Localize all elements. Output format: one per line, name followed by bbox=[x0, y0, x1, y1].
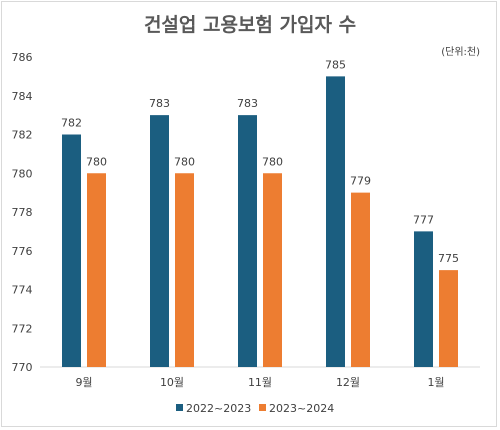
legend-label: 2022~2023 bbox=[186, 402, 251, 415]
bar-1-9월 bbox=[62, 134, 81, 367]
y-tick-label: 770 bbox=[12, 361, 33, 374]
data-label: 777 bbox=[413, 213, 434, 226]
bars-group: 782 780 783 780 783 780 785 779 777 775 bbox=[61, 58, 459, 367]
legend-swatch bbox=[259, 404, 266, 411]
bar-2-9월 bbox=[87, 173, 106, 367]
y-tick-label: 772 bbox=[12, 322, 33, 335]
bar-1-10월 bbox=[150, 115, 169, 367]
data-label: 780 bbox=[86, 155, 107, 168]
data-label: 783 bbox=[237, 97, 258, 110]
data-label: 779 bbox=[350, 175, 371, 188]
y-tick-label: 778 bbox=[12, 206, 33, 219]
legend-label: 2023~2024 bbox=[269, 402, 334, 415]
x-category-label: 11월 bbox=[248, 376, 272, 389]
x-category-label: 9월 bbox=[75, 376, 92, 389]
x-category-label: 12월 bbox=[336, 376, 360, 389]
data-label: 785 bbox=[325, 58, 346, 71]
bar-2-10월 bbox=[175, 173, 194, 367]
x-category-label: 1월 bbox=[427, 376, 444, 389]
bar-2-11월 bbox=[263, 173, 282, 367]
data-label: 782 bbox=[61, 117, 82, 130]
bar-2-12월 bbox=[351, 192, 370, 367]
bar-1-1월 bbox=[414, 231, 433, 367]
data-label: 780 bbox=[174, 155, 195, 168]
data-label: 783 bbox=[149, 97, 170, 110]
y-tick-label: 786 bbox=[12, 51, 33, 64]
bar-1-12월 bbox=[326, 76, 345, 367]
x-category-label: 10월 bbox=[160, 376, 184, 389]
y-tick-label: 776 bbox=[12, 245, 33, 258]
y-tick-label: 780 bbox=[12, 167, 33, 180]
unit-note: (단위:천) bbox=[441, 45, 480, 58]
x-axis: 9월 10월 11월 12월 1월 bbox=[75, 376, 444, 389]
y-axis: 770 772 774 776 778 780 782 784 786 bbox=[12, 51, 33, 374]
data-label: 775 bbox=[438, 252, 459, 265]
chart-title: 건설업 고용보험 가입자 수 bbox=[144, 14, 356, 36]
legend: 2022~2023 2023~2024 bbox=[176, 402, 334, 415]
y-tick-label: 774 bbox=[12, 284, 33, 297]
y-tick-label: 782 bbox=[12, 129, 33, 142]
y-tick-label: 784 bbox=[12, 90, 33, 103]
data-label: 780 bbox=[262, 155, 283, 168]
bar-1-11월 bbox=[238, 115, 257, 367]
legend-swatch bbox=[176, 404, 183, 411]
bar-2-1월 bbox=[439, 270, 458, 367]
